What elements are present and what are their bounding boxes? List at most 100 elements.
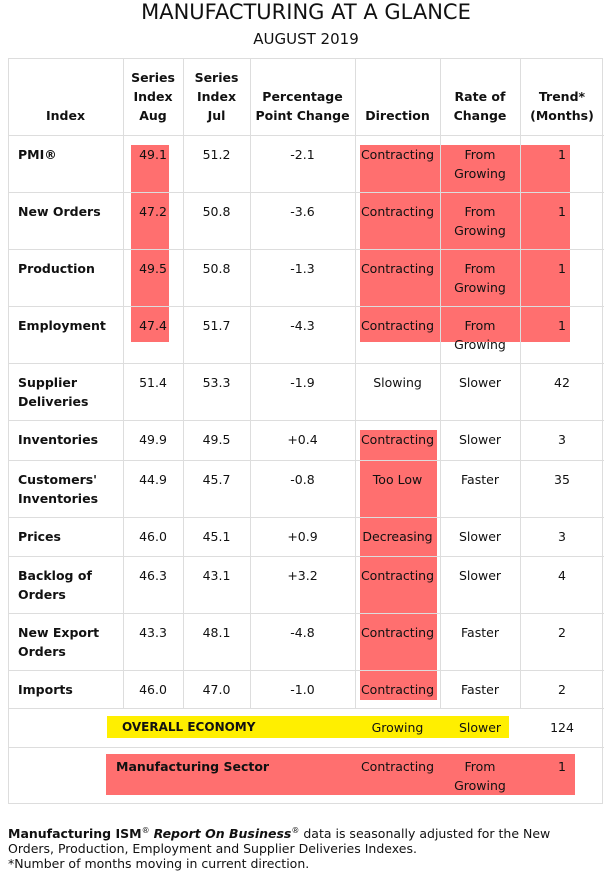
- row-label: Inventories: [18, 432, 99, 447]
- footnote-text: Manufacturing ISM: [8, 826, 142, 842]
- summary-label: Manufacturing Sector: [116, 759, 270, 774]
- cell: 35: [554, 472, 570, 487]
- column-header: Series Index Aug: [131, 70, 175, 123]
- column-header: Rate of Change: [453, 89, 507, 123]
- cell: 1: [558, 261, 566, 276]
- row-label: Production: [18, 261, 95, 276]
- cell: 42: [554, 375, 570, 390]
- cell: Contracting: [360, 759, 435, 774]
- cell: 49.9: [139, 432, 167, 447]
- row-label: Imports: [18, 682, 73, 697]
- row-line: [8, 708, 604, 709]
- cell: Too Low: [372, 472, 423, 487]
- highlight: [107, 716, 509, 738]
- row-label: PMI®: [18, 147, 57, 162]
- column-line: [440, 58, 441, 708]
- row-line: [8, 460, 604, 461]
- cell: 51.4: [139, 375, 167, 390]
- cell: 48.1: [202, 625, 231, 640]
- row-label: Backlog of Orders: [18, 568, 92, 602]
- cell: 45.1: [202, 529, 231, 544]
- cell: -4.3: [290, 318, 315, 333]
- cell: -2.1: [290, 147, 315, 162]
- column-header: Trend* (Months): [530, 89, 594, 123]
- column-header: Percentage Point Change: [255, 89, 350, 123]
- row-label: Customers' Inventories: [18, 472, 99, 506]
- cell: 4: [558, 568, 566, 583]
- cell: Slower: [458, 568, 502, 583]
- cell: Slower: [458, 432, 502, 447]
- row-label: New Export Orders: [18, 625, 100, 659]
- cell: Slowing: [373, 375, 422, 390]
- footnote-text: *Number of months moving in current dire…: [8, 856, 310, 871]
- footnote-text: Report On Business: [153, 826, 292, 842]
- cell: Slower: [458, 720, 502, 735]
- footnote-text: ®: [291, 826, 300, 835]
- cell: From Growing: [454, 147, 506, 181]
- row-line: [8, 556, 604, 557]
- column-line: [520, 58, 521, 708]
- row-label: New Orders: [18, 204, 101, 219]
- cell: 2: [558, 682, 566, 697]
- row-line: [8, 192, 604, 193]
- cell: 49.5: [139, 261, 167, 276]
- cell: Contracting: [360, 432, 435, 447]
- footnote-text: data is seasonally adjusted for the New …: [8, 826, 551, 857]
- summary-label: OVERALL ECONOMY: [122, 720, 256, 734]
- cell: 2: [558, 625, 566, 640]
- cell: 1: [558, 204, 566, 219]
- highlight: [360, 430, 437, 700]
- column-line: [183, 58, 184, 708]
- highlight: [106, 754, 575, 795]
- cell: Slower: [458, 375, 502, 390]
- cell: 3: [558, 529, 566, 544]
- cell: 50.8: [202, 261, 231, 276]
- cell: Contracting: [360, 625, 435, 640]
- cell: 51.2: [202, 147, 231, 162]
- cell: Faster: [461, 682, 499, 697]
- subtitle: AUGUST 2019: [253, 30, 359, 48]
- cell: Contracting: [360, 204, 435, 219]
- cell: From Growing: [454, 759, 506, 793]
- row-line: [8, 613, 604, 614]
- column-line: [355, 58, 356, 708]
- cell: 53.3: [202, 375, 231, 390]
- row-line: [8, 420, 604, 421]
- cell: Decreasing: [362, 529, 433, 544]
- cell: 43.1: [202, 568, 231, 583]
- cell: 46.0: [139, 682, 167, 697]
- row-label: Employment: [18, 318, 106, 333]
- cell: Contracting: [360, 147, 435, 162]
- cell: 124: [550, 720, 574, 735]
- cell: Contracting: [360, 318, 435, 333]
- column-header: Index: [45, 108, 86, 123]
- column-line: [123, 58, 124, 708]
- cell: -0.8: [290, 472, 315, 487]
- cell: -1.9: [290, 375, 315, 390]
- cell: -4.8: [290, 625, 315, 640]
- title: MANUFACTURING AT A GLANCE: [141, 0, 471, 24]
- cell: -1.0: [290, 682, 315, 697]
- cell: From Growing: [454, 318, 506, 352]
- cell: -1.3: [290, 261, 315, 276]
- footnotes: Manufacturing ISM® Report On Business® d…: [8, 823, 598, 871]
- cell: Contracting: [360, 261, 435, 276]
- row-line: [8, 670, 604, 671]
- cell: 3: [558, 432, 566, 447]
- cell: Growing: [371, 720, 424, 735]
- row-label: Supplier Deliveries: [18, 375, 89, 409]
- cell: 1: [558, 318, 566, 333]
- cell: 45.7: [202, 472, 231, 487]
- cell: 47.4: [139, 318, 167, 333]
- cell: +0.4: [287, 432, 318, 447]
- cell: Contracting: [360, 568, 435, 583]
- highlight: [131, 145, 169, 342]
- cell: From Growing: [454, 261, 506, 295]
- cell: 1: [558, 759, 566, 774]
- cell: 49.5: [202, 432, 231, 447]
- column-line: [250, 58, 251, 708]
- cell: +0.9: [287, 529, 318, 544]
- cell: +3.2: [287, 568, 318, 583]
- footnote-text: ®: [141, 826, 150, 835]
